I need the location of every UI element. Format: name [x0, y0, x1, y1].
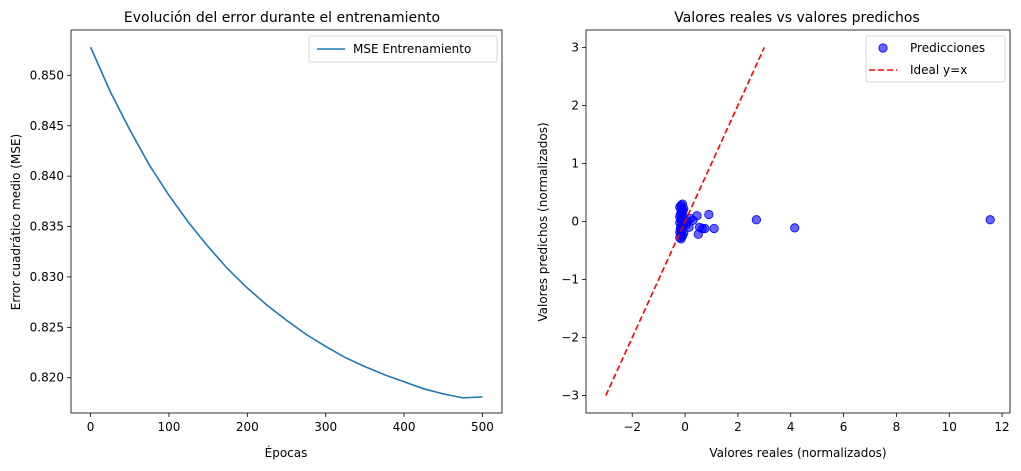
- x-tick-label: 12: [994, 420, 1009, 434]
- legend: MSE Entrenamiento: [308, 35, 498, 63]
- chart-title: Evolución del error durante el entrenami…: [124, 10, 440, 26]
- y-tick-label: 3: [571, 40, 579, 54]
- y-axis-label: Error cuadrático medio (MSE): [9, 134, 23, 310]
- axes-frame: [585, 29, 1011, 414]
- x-tick-label: 10: [942, 420, 957, 434]
- y-tick-label: 0.835: [30, 220, 64, 234]
- series-predicciones-point: [790, 223, 800, 233]
- y-tick-label: −1: [561, 273, 579, 287]
- x-tick-label: 0: [87, 420, 95, 434]
- legend-box: [308, 35, 498, 63]
- x-tick-label: −2: [623, 420, 641, 434]
- legend-box: [865, 35, 1006, 83]
- y-tick-label: −3: [561, 389, 579, 403]
- legend-label-predicciones: Predicciones: [910, 41, 985, 55]
- y-tick-label: −2: [561, 331, 579, 345]
- series-predicciones-point: [709, 223, 719, 234]
- x-axis-ticks: 0 100 200 300 400 500: [87, 413, 494, 434]
- series-predicciones-point: [692, 211, 702, 221]
- x-axis-label: Épocas: [265, 445, 308, 460]
- series-predicciones-point: [751, 215, 761, 225]
- legend-marker-predicciones: [878, 43, 888, 53]
- x-axis-ticks: −2 0 2 4 6 8 10 12: [623, 413, 1010, 434]
- y-tick-label: 0.840: [30, 169, 64, 183]
- axes-frame: [70, 29, 503, 414]
- x-axis-label: Valores reales (normalizados): [709, 446, 886, 460]
- y-tick-label: 0.850: [30, 68, 64, 82]
- x-tick-label: 500: [471, 420, 494, 434]
- series-mse-entrenamiento-line: [89, 46, 483, 399]
- y-axis-label: Valores predichos (normalizados): [536, 122, 550, 321]
- mse-line-chart: Evolución del error durante el entrenami…: [9, 10, 503, 460]
- x-tick-label: 8: [893, 420, 901, 434]
- x-tick-label: 400: [393, 420, 416, 434]
- series-predicciones-point: [704, 209, 714, 220]
- prediction-scatter-chart: Valores reales vs valores predichos −2 0 2…: [536, 10, 1011, 460]
- y-tick-label: 0: [571, 215, 579, 229]
- series-predicciones-point: [684, 222, 694, 232]
- y-tick-label: 0.830: [30, 270, 64, 284]
- legend-label-mse: MSE Entrenamiento: [353, 42, 471, 56]
- x-tick-label: 200: [236, 420, 259, 434]
- y-tick-label: 0.845: [30, 119, 64, 133]
- x-tick-label: 300: [314, 420, 337, 434]
- y-axis-ticks: −3 −2 −1 0 1 2 3: [561, 40, 586, 403]
- x-tick-label: 4: [787, 420, 795, 434]
- legend: Predicciones Ideal y=x: [865, 35, 1006, 83]
- series-ideal-y-x-line: [605, 47, 766, 396]
- y-tick-label: 0.825: [30, 320, 64, 334]
- series-predicciones-point: [700, 223, 710, 234]
- legend-label-ideal: Ideal y=x: [910, 63, 967, 77]
- plot-area: [605, 47, 995, 396]
- y-tick-label: 0.820: [30, 371, 64, 385]
- x-tick-label: 2: [734, 420, 742, 434]
- series-predicciones-point: [678, 206, 688, 216]
- x-tick-label: 0: [681, 420, 689, 434]
- plot-area: [89, 46, 483, 399]
- x-tick-label: 6: [840, 420, 848, 434]
- y-tick-label: 1: [571, 156, 579, 170]
- y-tick-label: 2: [571, 98, 579, 112]
- x-tick-label: 100: [158, 420, 181, 434]
- y-axis-ticks: 0.820 0.825 0.830 0.835 0.840 0.845 0.850: [30, 68, 71, 385]
- chart-title: Valores reales vs valores predichos: [674, 10, 920, 26]
- series-predicciones-point: [985, 215, 995, 225]
